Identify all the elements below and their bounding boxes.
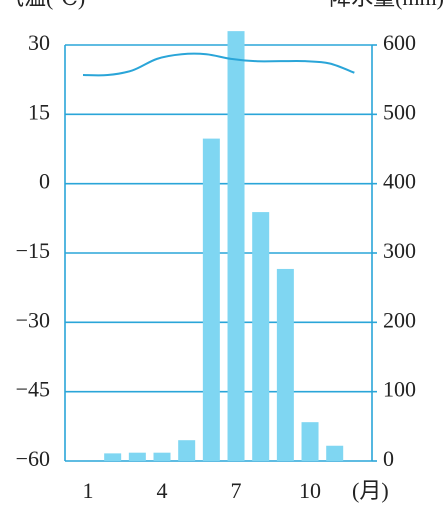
y-tick-label: 0	[39, 169, 50, 194]
bar	[326, 445, 344, 461]
bar	[301, 422, 319, 461]
temperature-line	[82, 52, 355, 77]
y-tick-label: −60	[16, 446, 50, 471]
bar	[227, 31, 245, 462]
x-tick-label: 1	[83, 478, 94, 503]
y2-tick-label: 200	[383, 307, 416, 332]
y2-tick-label: 300	[383, 238, 416, 263]
y-tick-label: −45	[16, 377, 50, 402]
y-tick-label: −15	[16, 238, 50, 263]
y-tick-label: 30	[28, 30, 50, 55]
y2-tick-label: 0	[383, 446, 394, 471]
y2-tick-label: 500	[383, 99, 416, 124]
bar	[104, 453, 122, 461]
bar	[153, 452, 171, 461]
x-axis-label: (月)	[352, 478, 389, 503]
y2-tick-label: 400	[383, 169, 416, 194]
y2-axis-label: 降水量(mm)	[329, 0, 444, 10]
bar	[252, 212, 270, 461]
y-tick-label: 15	[28, 99, 50, 124]
bar	[128, 452, 146, 461]
x-tick-label: 10	[299, 478, 321, 503]
x-tick-label: 7	[231, 478, 242, 503]
y-axis-label: 气温(℃)	[2, 0, 85, 10]
y2-tick-label: 600	[383, 30, 416, 55]
y2-tick-label: 100	[383, 377, 416, 402]
x-tick-label: 4	[157, 478, 168, 503]
y-tick-label: −30	[16, 307, 50, 332]
bar	[276, 268, 294, 461]
bar	[202, 138, 220, 461]
bar	[178, 440, 196, 461]
